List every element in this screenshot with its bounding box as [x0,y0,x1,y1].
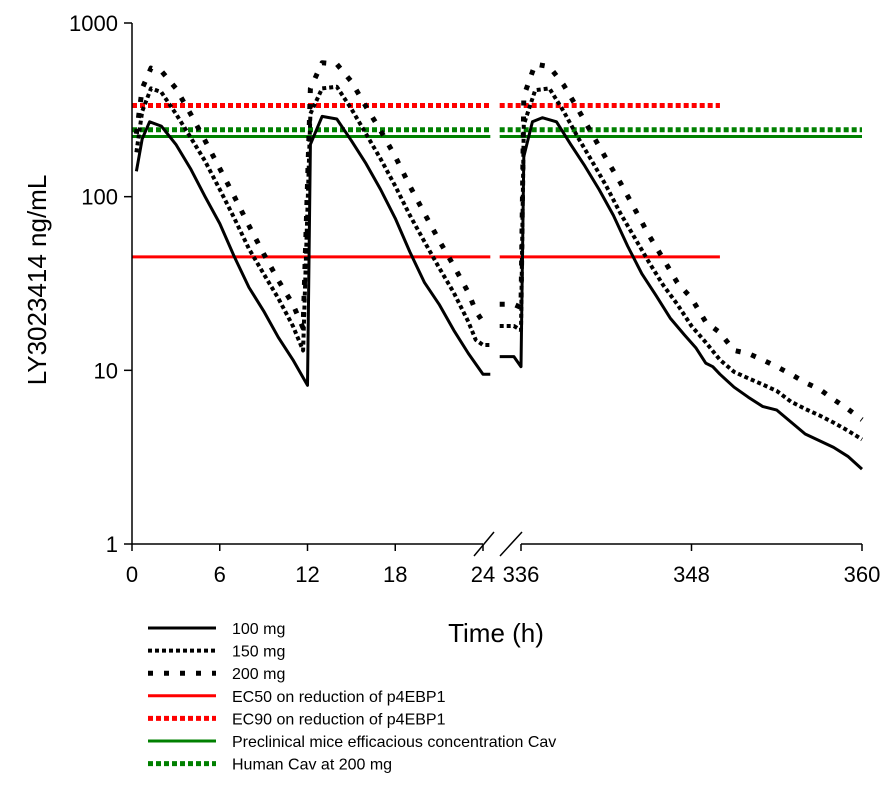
legend-label-0: 100 mg [232,621,285,638]
y-tick-label-1: 10 [94,358,118,383]
legend-label-2: 200 mg [232,666,285,683]
y-tick-label-3: 1000 [69,11,118,36]
axis-break-mark-left [473,531,495,557]
legend-label-1: 150 mg [232,644,285,661]
legend-label-6: Human Cav at 200 mg [232,757,392,774]
x-tick-label-1-0: 336 [503,562,540,587]
x-tick-label-0-2: 12 [295,562,319,587]
x-tick-label-1-1: 348 [673,562,710,587]
y-tick-label-2: 100 [81,185,118,210]
axis-break-mark-right [499,531,523,557]
series-line-2-part-0 [133,60,491,331]
series-line-1-part-0 [134,84,491,353]
x-tick-label-0-4: 24 [471,562,495,587]
legend-label-4: EC90 on reduction of p4EBP1 [232,711,446,728]
axes: 1 10 100 1000 0 6 12 18 24 336 348 360 [69,11,880,587]
x-tick-label-0-1: 6 [214,562,226,587]
x-tick-label-0-0: 0 [126,562,138,587]
legend: 100 mg 150 mg 200 mg EC50 on reduction of p… [148,621,556,774]
series-line-2-part-1 [499,61,864,422]
x-tick-label-1-2: 360 [844,562,881,587]
series-line-0-part-0 [134,114,491,387]
plot-area [132,60,864,471]
x-axis-title: Time (h) [448,618,544,648]
y-tick-label-0: 1 [106,532,118,557]
series-line-0-part-1 [499,116,864,471]
y-axis-title: LY3023414 ng/mL [22,175,52,386]
x-tick-label-0-3: 18 [383,562,407,587]
series-line-1-part-1 [499,86,864,442]
legend-label-3: EC50 on reduction of p4EBP1 [232,689,446,706]
legend-label-5: Preclinical mice efficacious concentrati… [232,734,556,751]
